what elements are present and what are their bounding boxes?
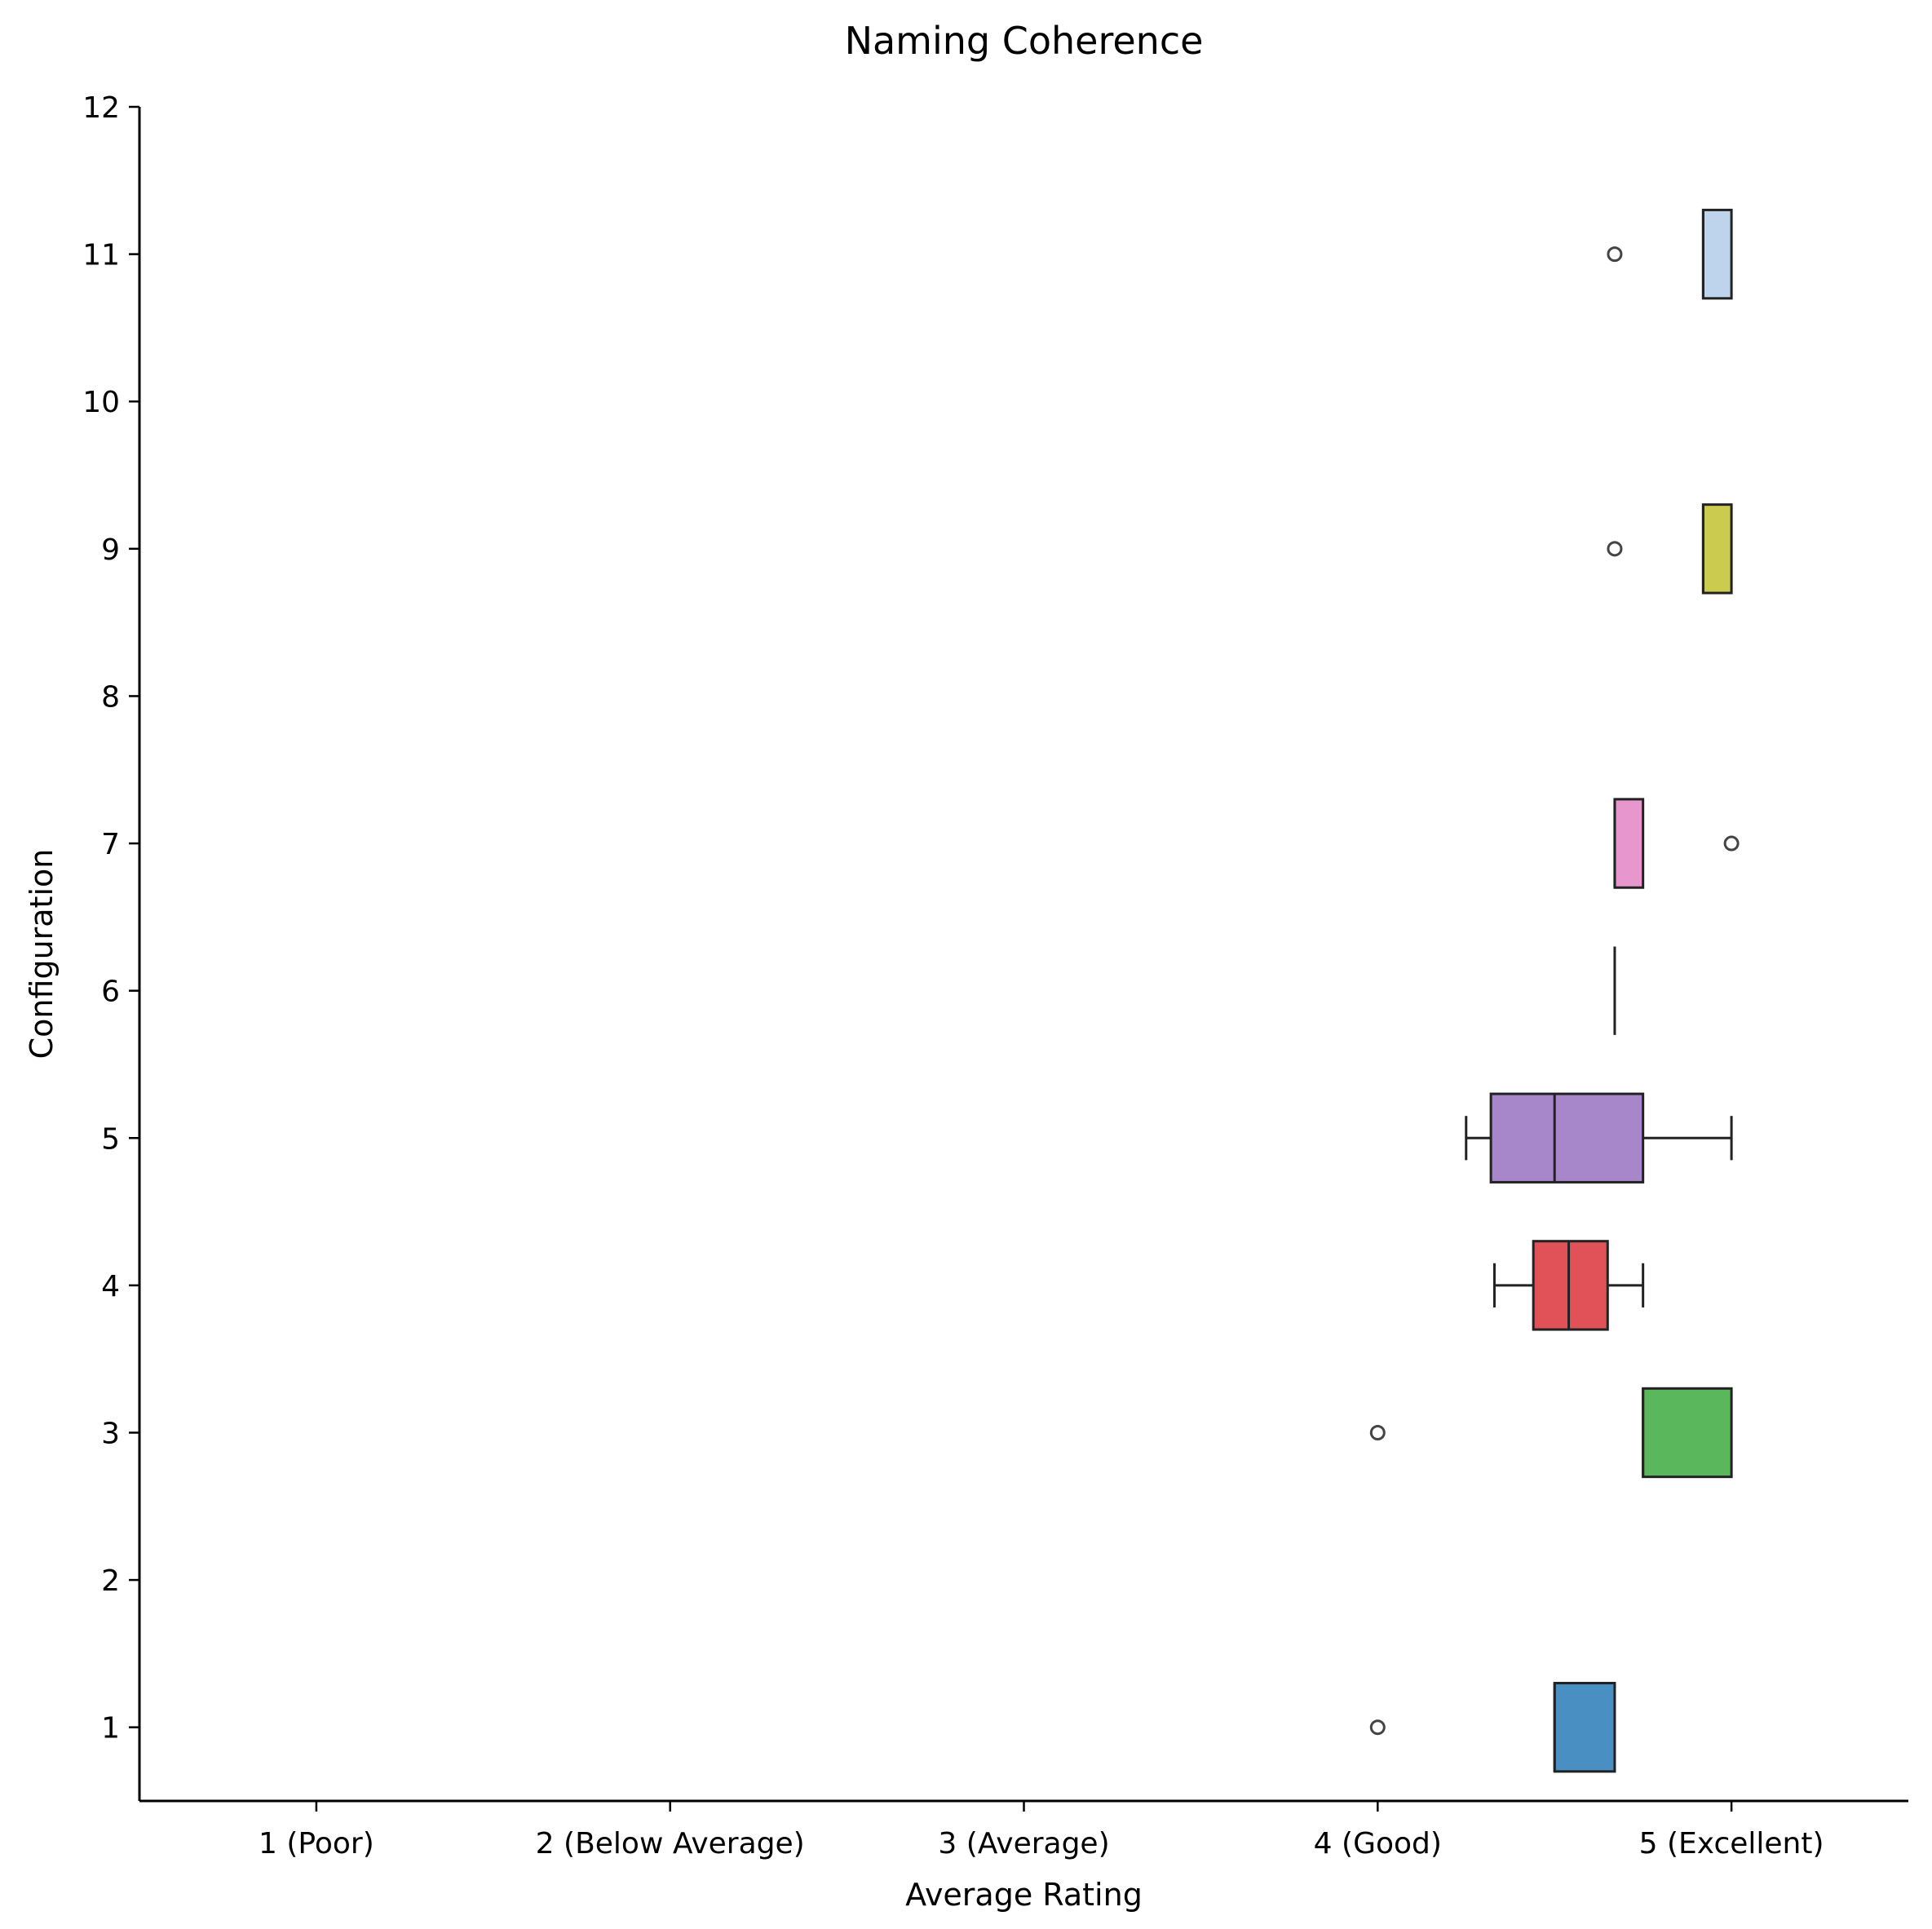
x-tick-label: 5 (Excellent) [1639, 1827, 1824, 1860]
box-iqr [1701, 208, 1733, 300]
outlier-point [1369, 1719, 1386, 1736]
outlier-point [1607, 541, 1623, 557]
box-iqr [1532, 1240, 1609, 1331]
outlier-point [1369, 1424, 1386, 1440]
box-iqr [1553, 1682, 1616, 1773]
chart-title: Naming Coherence [845, 19, 1204, 63]
box-config-1 [1369, 1682, 1616, 1773]
y-tick-label: 1 [101, 1712, 120, 1745]
y-tick-label: 12 [82, 91, 120, 125]
box-config-5 [1465, 1092, 1733, 1184]
box-config-3 [1369, 1387, 1733, 1479]
y-axis-label: Configuration [24, 849, 60, 1060]
y-tick-label: 10 [82, 386, 120, 419]
y-tick-label: 3 [101, 1417, 120, 1450]
outlier-point [1723, 835, 1740, 852]
box-iqr [1489, 1092, 1645, 1184]
box-config-9 [1607, 503, 1733, 595]
y-tick-label: 7 [101, 828, 120, 861]
x-tick-label: 3 (Average) [938, 1827, 1109, 1860]
x-ticks: 1 (Poor) 2 (Below Average) 3 (Average) 4 (G… [259, 1801, 1824, 1860]
box-iqr [1613, 798, 1645, 889]
x-tick-label: 4 (Good) [1314, 1827, 1442, 1860]
y-tick-label: 6 [101, 976, 120, 1009]
y-tick-label: 8 [101, 680, 120, 714]
box-iqr [1642, 1387, 1733, 1479]
y-tick-label: 4 [101, 1270, 120, 1303]
x-tick-label: 1 (Poor) [259, 1827, 374, 1860]
box-config-4 [1492, 1240, 1645, 1331]
box-iqr [1701, 503, 1733, 595]
outlier-point [1607, 246, 1623, 263]
x-axis-label: Average Rating [905, 1877, 1143, 1913]
y-tick-label: 11 [82, 239, 120, 272]
y-tick-label: 5 [101, 1122, 120, 1156]
x-tick-label: 2 (Below Average) [536, 1827, 805, 1860]
boxes [1369, 208, 1740, 1773]
y-tick-label: 2 [101, 1564, 120, 1598]
box-config-11 [1607, 208, 1733, 300]
y-tick-label: 9 [101, 533, 120, 567]
box-config-7 [1613, 798, 1740, 889]
